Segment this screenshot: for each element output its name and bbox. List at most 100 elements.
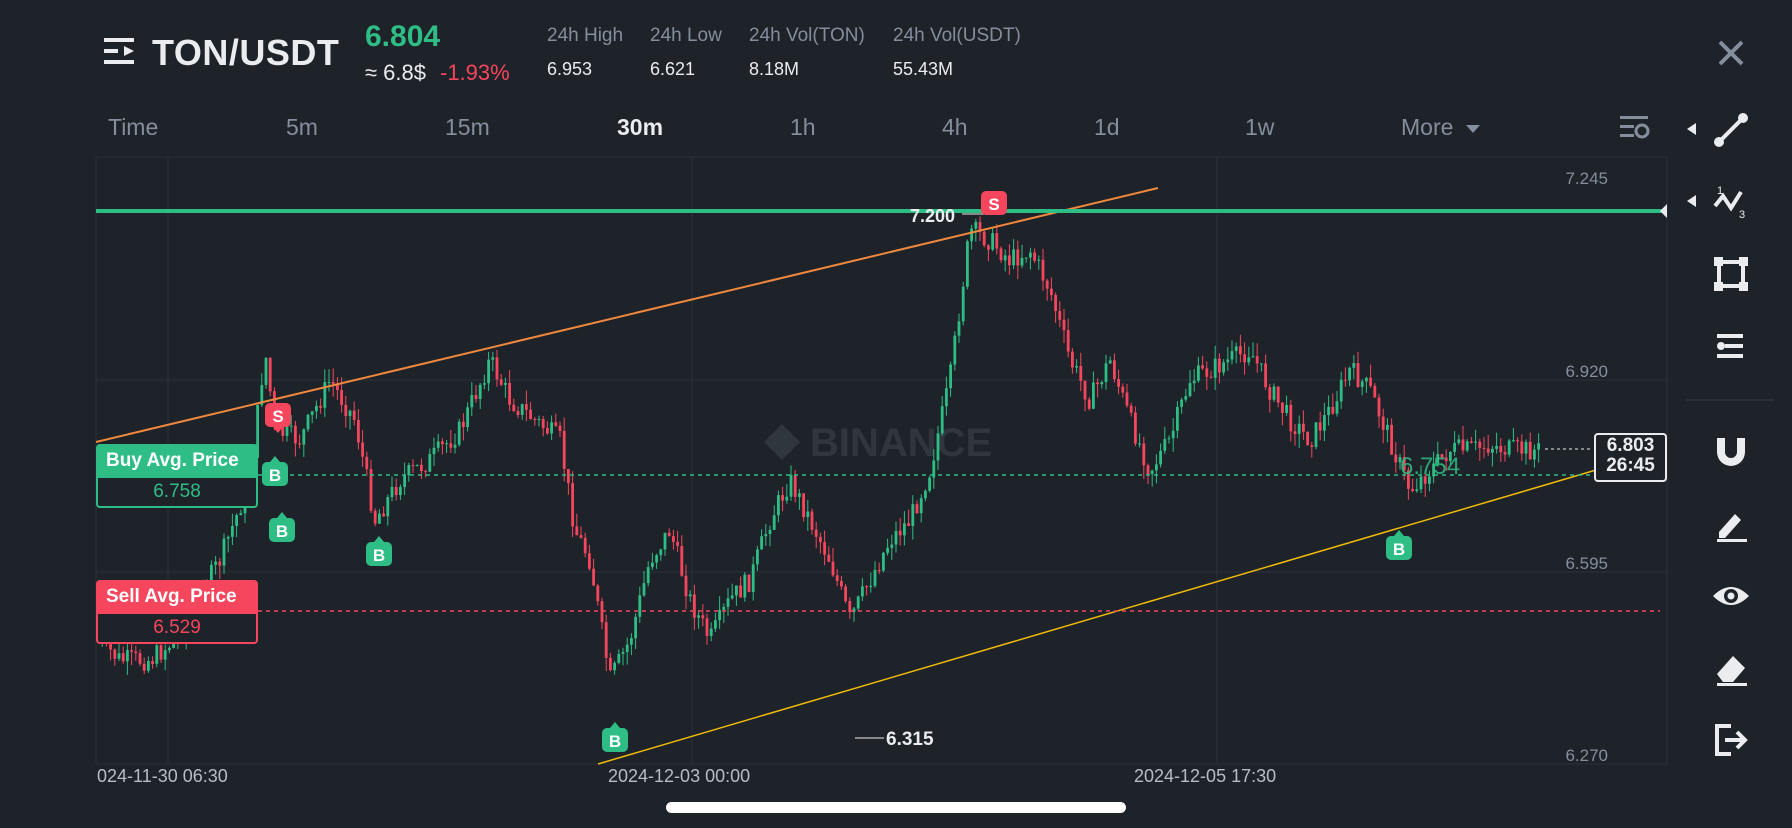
sell-marker[interactable]: S: [981, 191, 1007, 215]
candle-body: [504, 382, 507, 385]
candle-body: [1192, 380, 1196, 384]
buy-marker[interactable]: B: [366, 536, 392, 566]
candle-body: [1155, 464, 1158, 471]
candle-body: [1163, 439, 1167, 451]
candle-body: [726, 598, 730, 607]
candle-body: [718, 609, 721, 621]
candle-body: [516, 411, 520, 415]
candle-body: [646, 567, 650, 584]
pair-title[interactable]: TON/USDT: [152, 32, 340, 73]
candle-body: [226, 536, 230, 539]
menu-icon[interactable]: [102, 35, 138, 69]
candle-body: [1524, 441, 1528, 454]
candle-body: [592, 568, 595, 586]
exit-icon[interactable]: [1711, 720, 1751, 760]
low-price-label: 6.315: [886, 729, 934, 750]
tab-1d[interactable]: 1d: [1094, 114, 1120, 140]
candle-body: [1323, 415, 1326, 431]
candle-body: [1449, 451, 1452, 462]
buy-marker[interactable]: B: [262, 456, 288, 486]
candle-body: [462, 421, 465, 427]
candle-body: [310, 411, 314, 415]
magnet-icon[interactable]: [1711, 432, 1751, 472]
trend-line-icon[interactable]: [1711, 110, 1751, 150]
candle-body: [655, 555, 658, 563]
candle-body: [256, 404, 259, 458]
candle-body: [714, 620, 717, 629]
stat-label-high: 24h High: [547, 25, 624, 46]
tab-5m[interactable]: 5m: [286, 114, 318, 140]
pencil-icon[interactable]: [1711, 504, 1751, 544]
candle-body: [1310, 445, 1314, 447]
tab-more[interactable]: More: [1401, 114, 1480, 141]
buy-marker[interactable]: B: [602, 722, 628, 752]
chart-settings-icon[interactable]: [1618, 112, 1652, 142]
candle-body: [1197, 365, 1200, 381]
candle-body: [882, 552, 885, 571]
tab-30m[interactable]: 30m: [617, 114, 664, 140]
candle-body: [663, 532, 667, 550]
candle-body: [1071, 351, 1074, 368]
stat-value-low: 6.621: [650, 59, 696, 79]
candle-body: [420, 464, 423, 472]
tab-1h[interactable]: 1h: [790, 114, 816, 140]
buy-marker[interactable]: B: [1386, 530, 1412, 560]
candle-body: [470, 394, 474, 408]
sell-avg-box[interactable]: Sell Avg. Price 6.529: [96, 580, 258, 644]
candle-body: [113, 649, 117, 659]
candle-body: [390, 486, 394, 498]
candle-body: [999, 248, 1003, 261]
candle-body: [789, 474, 793, 497]
candle-body: [1503, 452, 1507, 455]
buy-marker[interactable]: B: [269, 512, 295, 542]
fib-tool-icon[interactable]: [1711, 326, 1751, 366]
candle-body: [642, 583, 646, 596]
candle-body: [819, 536, 822, 543]
eraser-icon[interactable]: [1711, 648, 1751, 688]
candle-body: [546, 428, 549, 434]
expand-arrow-icon[interactable]: [1687, 123, 1696, 135]
candle-body: [1108, 360, 1112, 364]
tab-4h[interactable]: 4h: [942, 114, 968, 140]
candle-body: [1066, 330, 1070, 352]
candle-body: [348, 410, 352, 417]
support-trendline[interactable]: [597, 469, 1597, 765]
candle-body: [1100, 382, 1104, 385]
buy-avg-box[interactable]: Buy Avg. Price 6.758: [96, 444, 258, 508]
tab-15m[interactable]: 15m: [445, 114, 490, 140]
candle-body: [134, 651, 138, 654]
candle-body: [1176, 406, 1179, 431]
candle-body: [886, 547, 889, 553]
candle-body: [386, 497, 390, 517]
time-axis-label: 2024-12-05 17:30: [1134, 766, 1277, 786]
eye-icon[interactable]: [1711, 576, 1751, 616]
candle-body: [890, 544, 894, 548]
candle-body: [1440, 454, 1444, 458]
candle-body: [1486, 448, 1490, 453]
sell-marker[interactable]: S: [265, 403, 291, 433]
candle-body: [1276, 386, 1280, 403]
candle-body: [831, 561, 835, 576]
candle-body: [915, 504, 919, 514]
candle-body: [798, 493, 801, 497]
candle-body: [1037, 259, 1041, 261]
close-icon[interactable]: [1714, 36, 1748, 70]
candle-body: [1415, 489, 1419, 491]
candle-body: [688, 594, 692, 597]
candle-body: [1201, 365, 1204, 369]
tab-1w[interactable]: 1w: [1245, 114, 1275, 140]
buy-marker-label: B: [373, 546, 385, 565]
candle-body: [978, 221, 982, 232]
candle-body: [873, 570, 877, 586]
line-handle-icon[interactable]: [1660, 204, 1667, 218]
candle-body: [919, 498, 923, 514]
home-indicator[interactable]: [666, 802, 1126, 813]
resistance-trendline[interactable]: [95, 187, 1159, 443]
candle-body: [1453, 442, 1456, 452]
expand-arrow-icon[interactable]: [1687, 195, 1696, 207]
candle-body: [474, 394, 478, 400]
rectangle-tool-icon[interactable]: [1711, 254, 1751, 294]
tab-time[interactable]: Time: [108, 114, 159, 140]
